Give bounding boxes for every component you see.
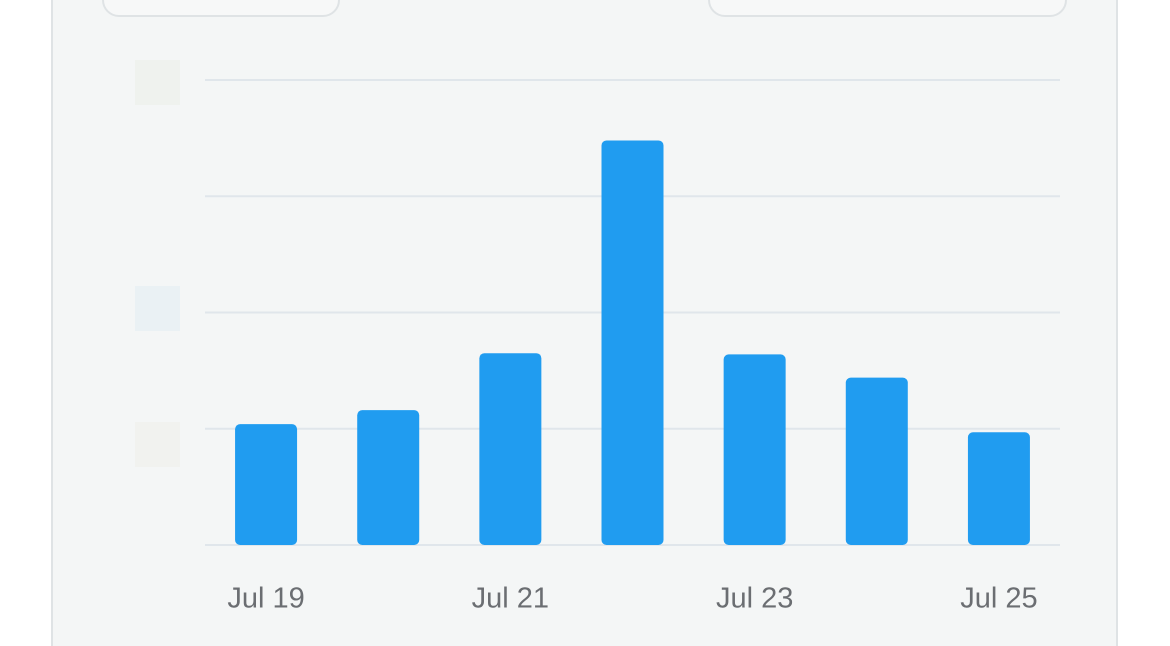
placeholder [135,60,180,105]
bar [357,410,420,545]
x-tick-label: Jul 23 [716,583,793,615]
x-tick-label: Jul 25 [960,583,1037,615]
bar [845,377,908,545]
bar [967,432,1030,545]
x-tick-label: Jul 21 [472,583,549,615]
bar [601,140,664,545]
card [51,0,1118,646]
left-pill-button[interactable] [102,0,340,17]
plot-area: Jul 19 Jul 21 Jul 23 Jul 25 [205,79,1060,615]
bar [723,354,786,545]
x-tick-label: Jul 19 [227,583,304,615]
placeholder [135,422,180,467]
bar [235,424,298,545]
placeholder [135,286,180,331]
right-pill-button[interactable] [708,0,1067,17]
bar [479,353,542,545]
